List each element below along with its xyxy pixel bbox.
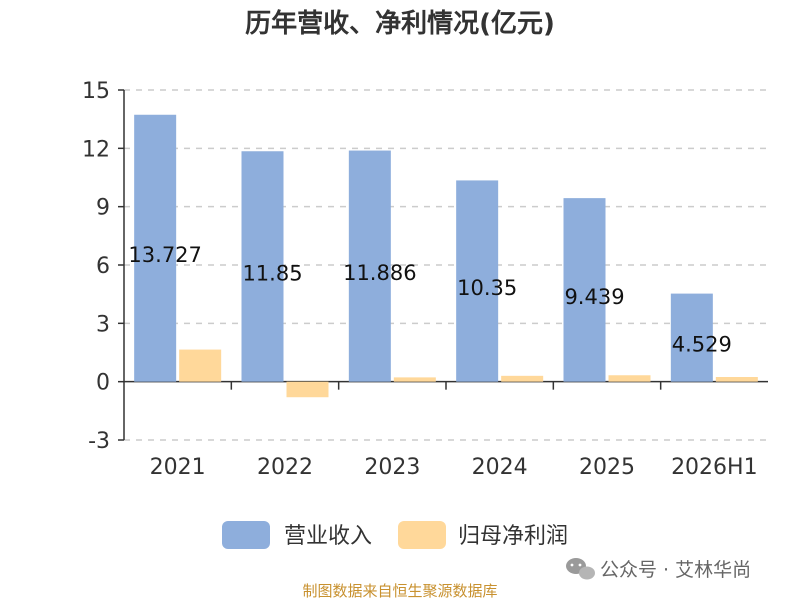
watermark: 公众号 · 艾林华尚 — [566, 558, 751, 581]
source-note: 制图数据来自恒生聚源数据库 — [302, 582, 497, 600]
x-tick-label: 2026H1 — [671, 455, 758, 480]
revenue-bar — [241, 151, 284, 382]
x-tick-label: 2025 — [579, 455, 635, 480]
legend-label: 营业收入 — [284, 524, 372, 549]
x-tick-label: 2023 — [364, 455, 420, 480]
data-labels: 13.727 11.85 11.886 10.35 9.439 4.529 — [128, 243, 731, 356]
revenue-data-label: 11.85 — [242, 261, 302, 285]
y-tick-label: 0 — [96, 371, 110, 396]
revenue-data-label: 9.439 — [564, 285, 624, 309]
watermark-text: 公众号 · 艾林华尚 — [600, 559, 751, 581]
net-profit-bar — [608, 375, 651, 382]
revenue-bar — [348, 150, 391, 382]
legend-swatch — [222, 521, 270, 549]
net-profit-bar — [393, 377, 436, 382]
revenue-data-label: 13.727 — [128, 243, 201, 267]
net-profit-bar — [501, 375, 544, 382]
x-tick-label: 2024 — [472, 455, 528, 480]
y-tick-label: 6 — [96, 254, 110, 279]
revenue-data-label: 4.529 — [672, 333, 732, 357]
legend-label: 归母净利润 — [458, 524, 568, 549]
net-profit-bar — [179, 349, 222, 382]
legend-swatch — [398, 521, 446, 549]
y-tick-label: 12 — [82, 137, 110, 162]
chart-title: 历年营收、净利情况(亿元) — [245, 8, 555, 39]
bars — [134, 114, 758, 398]
y-tick-label: -3 — [88, 429, 110, 454]
x-tick-label: 2022 — [257, 455, 313, 480]
y-tick-label: 3 — [96, 312, 110, 337]
revenue-data-label: 11.886 — [343, 261, 416, 285]
axes: 15 12 9 6 3 0 -3 2021 2022 2023 2024 2025 2026H1 — [82, 79, 768, 480]
net-profit-bar — [286, 381, 329, 398]
revenue-bar — [563, 198, 606, 382]
x-tick-label: 2021 — [150, 455, 206, 480]
revenue-bar — [670, 293, 713, 382]
wechat-icon — [566, 558, 595, 580]
y-tick-label: 15 — [82, 79, 110, 104]
y-tick-label: 9 — [96, 196, 110, 221]
revenue-bar — [134, 114, 177, 382]
revenue-data-label: 10.35 — [457, 276, 517, 300]
revenue-bar — [456, 180, 499, 382]
net-profit-bar — [715, 377, 758, 382]
legend: 营业收入 归母净利润 — [222, 521, 568, 549]
